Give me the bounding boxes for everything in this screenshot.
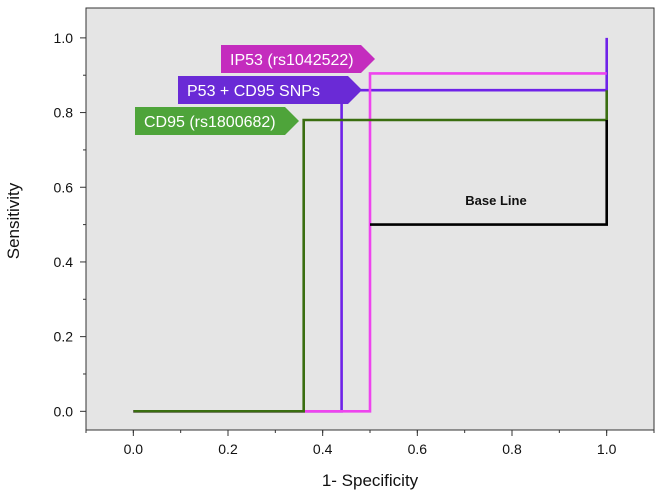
series-line-2 xyxy=(133,90,609,413)
y-tick-label: 1.0 xyxy=(54,30,74,46)
x-axis-title: 1- Specificity xyxy=(322,471,419,490)
y-tick-label: 0.6 xyxy=(54,179,74,195)
legend-tag-label: CD95 (rs1800682) xyxy=(144,114,276,131)
series-line-3 xyxy=(370,120,609,226)
x-axis: 0.0 0.2 0.4 0.6 0.8 1.0 xyxy=(85,430,655,457)
y-tick-label: 0.8 xyxy=(54,105,74,121)
legend-tag-0: IP53 (rs1042522) xyxy=(221,45,375,73)
x-tick-label: 0.8 xyxy=(502,441,522,457)
y-tick-label: 0.0 xyxy=(54,403,74,419)
y-tick-label: 0.2 xyxy=(54,329,74,345)
legend-tag-shape xyxy=(221,45,375,73)
x-tick-label: 0.6 xyxy=(408,441,428,457)
y-axis-title: Sensitivity xyxy=(4,182,23,259)
legend-tags: IP53 (rs1042522) P53 + CD95 SNPs CD95 (rs1… xyxy=(135,45,375,135)
x-tick-label: 1.0 xyxy=(597,441,617,457)
x-tick-label: 0.4 xyxy=(313,441,333,457)
legend-tag-shape xyxy=(135,107,299,135)
x-tick-label: 0.0 xyxy=(124,441,144,457)
x-tick-label: 0.2 xyxy=(218,441,238,457)
legend-tag-1: P53 + CD95 SNPs xyxy=(178,76,362,104)
legend-tag-label: P53 + CD95 SNPs xyxy=(187,83,320,100)
y-tick-label: 0.4 xyxy=(54,254,74,270)
legend-tag-label: IP53 (rs1042522) xyxy=(230,52,354,69)
legend-tag-2: CD95 (rs1800682) xyxy=(135,107,299,135)
base-line-annotation: Base Line xyxy=(465,193,526,208)
y-axis: 0.0 0.2 0.4 0.6 0.8 1.0 xyxy=(54,30,86,419)
legend-tag-shape xyxy=(178,76,362,104)
